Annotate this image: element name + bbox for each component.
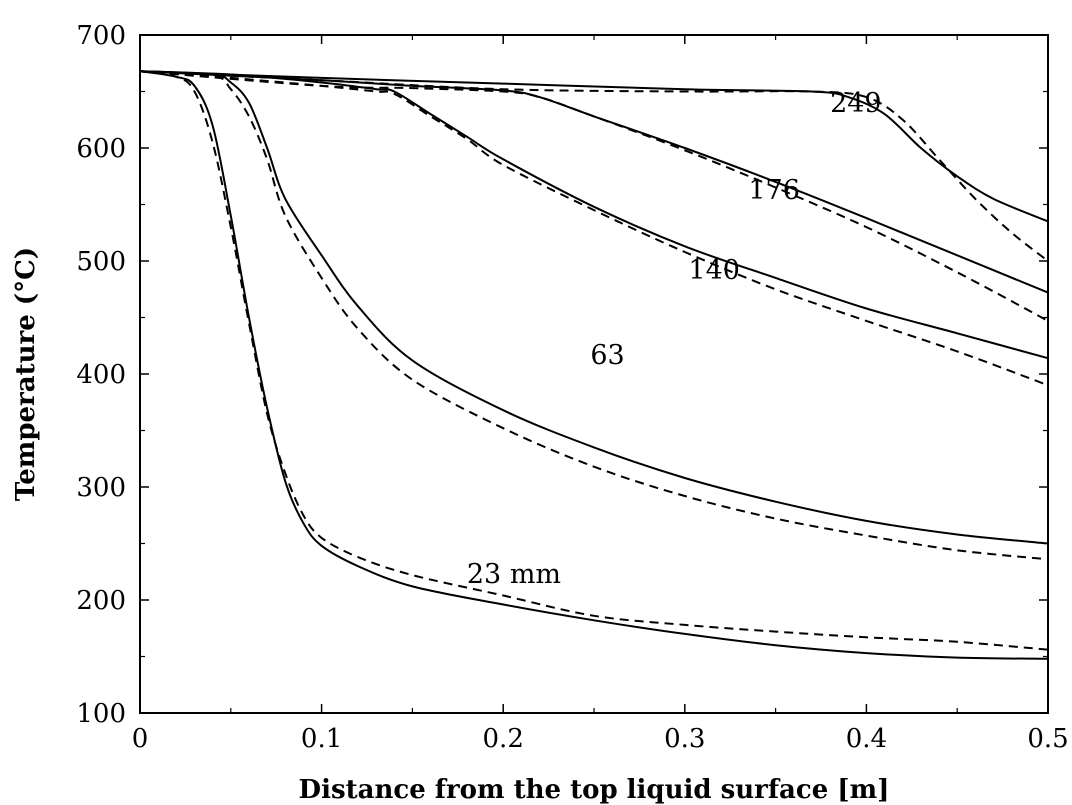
series-line-140-solid <box>139 70 1049 360</box>
x-tick-label: 0.1 <box>301 724 342 754</box>
x-tick-label: 0.2 <box>483 724 524 754</box>
series-line-249-solid <box>139 70 1049 223</box>
curve-annotations: 249 176 140 63 23 mm <box>467 88 882 590</box>
y-tick-label: 100 <box>76 699 126 729</box>
series-line-176-dashed <box>139 70 1049 322</box>
curve-label: 140 <box>688 255 740 286</box>
series-line-23-mm-dashed <box>139 70 1049 651</box>
y-tick-label: 500 <box>76 247 126 277</box>
series-line-23-mm-solid <box>139 70 1049 660</box>
tick-labels: 0 0.1 0.2 0.3 0.4 0.5 100 200 300 400 500 600 700 <box>76 21 1068 754</box>
series-line-249-dashed <box>139 70 1049 262</box>
y-tick-label: 300 <box>76 473 126 503</box>
y-tick-label: 700 <box>76 21 126 51</box>
x-tick-label: 0 <box>132 724 149 754</box>
series-line-63-solid <box>139 70 1049 545</box>
y-tick-label: 600 <box>76 134 126 164</box>
series-lines <box>139 70 1049 660</box>
y-tick-label: 200 <box>76 586 126 616</box>
y-tick-label: 400 <box>76 360 126 390</box>
curve-label: 23 mm <box>467 559 561 590</box>
series-line-63-dashed <box>139 70 1049 561</box>
x-tick-label: 0.4 <box>846 724 887 754</box>
series-line-140-dashed <box>139 70 1049 387</box>
y-axis-title: Temperature (°C) <box>11 247 41 501</box>
curve-label: 63 <box>590 340 624 371</box>
curve-label: 176 <box>748 175 800 206</box>
curve-label: 249 <box>830 88 882 119</box>
x-tick-label: 0.3 <box>664 724 705 754</box>
x-tick-label: 0.5 <box>1027 724 1068 754</box>
axis-ticks <box>139 34 1049 714</box>
x-axis-title: Distance from the top liquid surface [m] <box>299 775 890 805</box>
plot-frame <box>139 34 1049 714</box>
series-line-176-solid <box>139 70 1049 294</box>
